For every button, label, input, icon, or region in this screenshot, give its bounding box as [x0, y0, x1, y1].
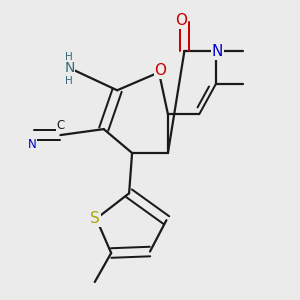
Text: N: N	[64, 61, 75, 76]
Text: H: H	[65, 52, 73, 62]
Text: H: H	[65, 76, 73, 86]
Text: S: S	[90, 211, 100, 226]
Text: N: N	[212, 44, 223, 59]
Text: C: C	[57, 119, 65, 132]
Text: N: N	[28, 138, 36, 151]
Text: O: O	[154, 63, 166, 78]
Text: O: O	[176, 13, 188, 28]
